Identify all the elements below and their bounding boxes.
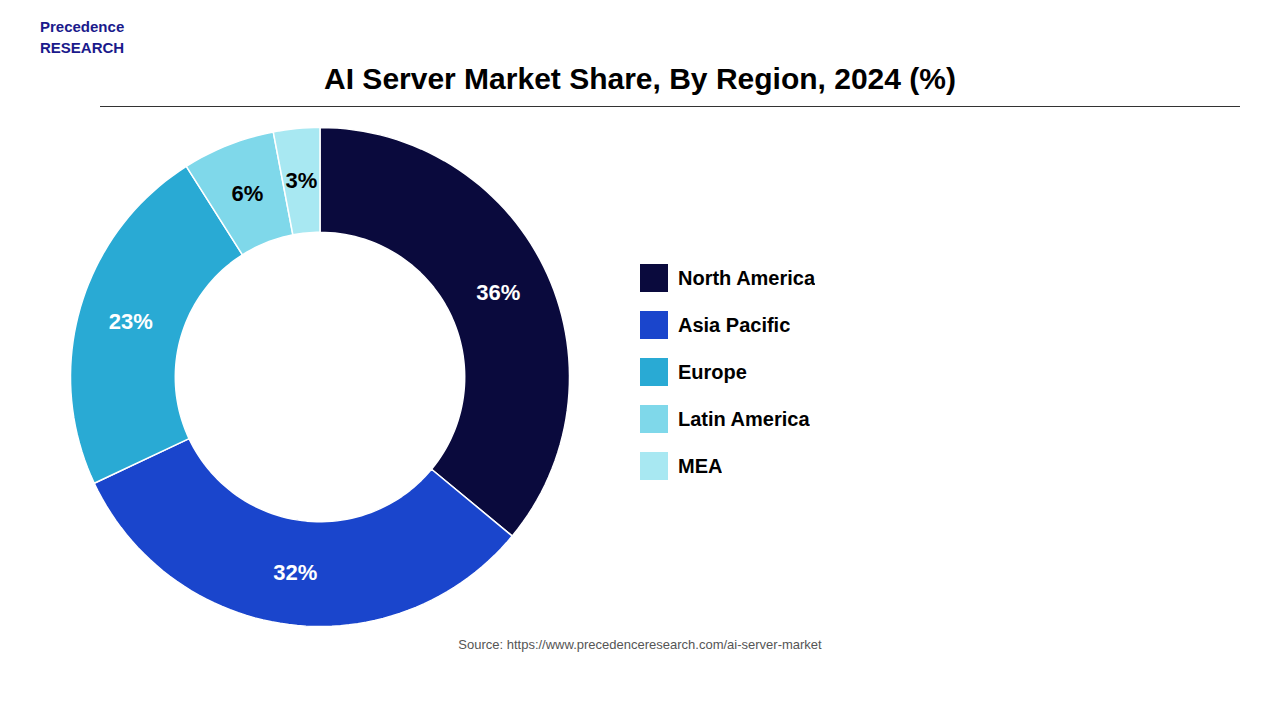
- html-text:Source: https://www.precedence: Source: https://www.precedenceresearch.c…: [458, 637, 822, 652]
- html-text:AI Server Market Share, By Reg: AI Server Market Share, By Region, 2024 …: [324, 62, 956, 95]
- svg-text:36%: 36%: [476, 280, 520, 305]
- svg-text:32%: 32%: [273, 560, 317, 585]
- html-text:Precedence RESEARCH: Precedence RESEARCH: [40, 18, 125, 56]
- html-text:Asia Pacific: Asia Pacific: [678, 313, 791, 336]
- svg-text:3%: 3%: [286, 168, 318, 193]
- html-text:North America: North America: [678, 266, 816, 289]
- svg-text:23%: 23%: [109, 309, 153, 334]
- svg-text:6%: 6%: [232, 181, 264, 206]
- html-text:Latin America: Latin America: [678, 407, 810, 430]
- html-text:MEA: MEA: [678, 454, 723, 477]
- html-text:Europe: Europe: [678, 360, 747, 383]
